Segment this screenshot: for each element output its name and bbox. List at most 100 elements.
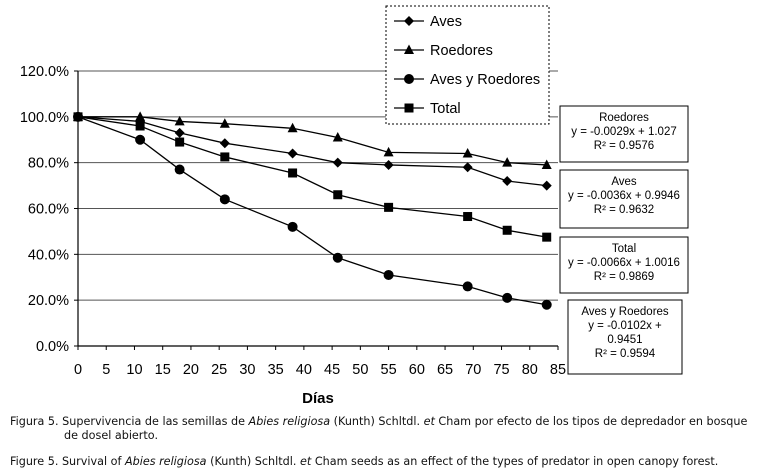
- x-tick-label: 35: [268, 362, 284, 378]
- data-point-aves: [219, 138, 230, 149]
- caption-spanish: Figura 5. Supervivencia de las semillas …: [10, 415, 770, 443]
- regression-text: y = -0.0066x + 1.0016: [568, 257, 680, 269]
- data-point-total: [502, 225, 512, 235]
- caption-en-mid: (Kunth) Schltdl.: [206, 455, 300, 468]
- x-tick-label: 20: [183, 362, 199, 378]
- regression-box: [559, 236, 689, 294]
- data-point-roedores: [462, 148, 473, 158]
- legend-marker-total: [404, 103, 414, 113]
- caption-es-suffix: Cham por efecto de los tipos de depredad…: [434, 415, 748, 428]
- legend-entry-roedores: Roedores: [430, 43, 493, 59]
- data-point-aves: [462, 162, 473, 173]
- data-point-total: [73, 112, 83, 122]
- x-tick-label: 0: [74, 362, 82, 378]
- data-point-total: [175, 137, 185, 147]
- caption-en-et: et: [299, 455, 312, 468]
- caption-en-species: Abies religiosa: [124, 455, 207, 468]
- data-point-aves-y-roedores: [219, 194, 230, 205]
- data-point-total: [463, 212, 473, 222]
- regression-box: [559, 105, 689, 163]
- caption-en-prefix: Figure 5. Survival of: [10, 455, 125, 468]
- data-point-roedores: [287, 122, 298, 133]
- regression-box: [559, 169, 689, 229]
- caption-es-et: et: [423, 415, 435, 428]
- legend-entry-aves: Aves: [430, 14, 462, 30]
- x-tick-label: 85: [550, 362, 566, 378]
- legend-entry-total: Total: [430, 101, 461, 117]
- data-point-aves-y-roedores: [135, 134, 146, 145]
- data-point-roedores: [541, 159, 552, 169]
- series-line-aves: [77, 116, 547, 187]
- regression-text: R² = 0.9869: [594, 271, 654, 283]
- y-tick-label: 120.0%: [20, 64, 69, 80]
- data-point-aves: [174, 127, 185, 138]
- data-point-roedores: [383, 146, 394, 157]
- survival-chart: 0.0% 20.0% 40.0% 60.0% 80.0% 100.0% 120.0% 0 5 10…: [20, 5, 689, 407]
- data-point-aves-y-roedores: [383, 269, 394, 280]
- regression-text: y = -0.0029x + 1.027: [571, 126, 677, 138]
- regression-text: Aves: [611, 176, 637, 188]
- x-tick-label: 50: [352, 362, 368, 378]
- regression-text: R² = 0.9594: [595, 348, 656, 360]
- data-point-aves-y-roedores: [502, 292, 513, 303]
- data-point-total: [220, 152, 230, 162]
- legend-marker-roedores: [404, 44, 414, 54]
- y-tick-label: 0.0%: [36, 339, 69, 355]
- regression-text: y = -0.0036x + 0.9946: [568, 190, 680, 202]
- x-axis-label: Días: [302, 390, 334, 407]
- x-tick-label: 15: [155, 362, 171, 378]
- caption-en-suffix: Cham seeds as an effect of the types of …: [311, 455, 719, 468]
- series-line-total: [77, 116, 547, 238]
- data-point-roedores: [502, 157, 513, 167]
- series-line-roedores: [78, 116, 547, 166]
- data-point-aves-y-roedores: [174, 164, 185, 175]
- caption-es-mid: (Kunth) Schltdl.: [330, 415, 424, 428]
- caption-es-line2: de dosel abierto.: [64, 429, 159, 442]
- x-tick-label: 10: [126, 362, 142, 378]
- regression-box: [567, 299, 683, 375]
- y-tick-label: 80.0%: [28, 156, 69, 172]
- legend-entry-aves-y-roedores: Aves y Roedores: [430, 72, 540, 88]
- data-point-total: [542, 232, 552, 242]
- x-tick-label: 55: [381, 362, 397, 378]
- x-tick-label: 40: [296, 362, 312, 378]
- data-point-aves: [383, 159, 394, 170]
- x-tick-label: 75: [493, 362, 509, 378]
- data-point-aves-y-roedores: [541, 299, 552, 310]
- x-tick-label: 70: [465, 362, 481, 378]
- data-point-aves: [332, 157, 343, 168]
- data-point-aves-y-roedores: [287, 221, 298, 232]
- x-tick-label: 30: [239, 362, 255, 378]
- legend-marker-aves-y-roedores: [404, 74, 414, 84]
- x-tick-label: 45: [324, 362, 340, 378]
- data-point-roedores: [174, 115, 185, 126]
- regression-text: 0.9451: [607, 334, 642, 346]
- data-point-aves: [502, 176, 513, 186]
- data-point-total: [333, 190, 343, 200]
- series-line-aves-y-roedores: [77, 116, 547, 306]
- caption-es-prefix: Figura 5. Supervivencia de las semillas …: [10, 415, 249, 428]
- x-tick-label: 25: [211, 362, 227, 378]
- data-point-total: [384, 202, 394, 212]
- x-tick-label: 5: [102, 362, 110, 378]
- y-tick-label: 100.0%: [20, 110, 69, 126]
- regression-text: y = -0.0102x +: [588, 320, 662, 332]
- regression-text: Roedores: [599, 112, 649, 124]
- regression-text: Total: [612, 243, 636, 255]
- data-point-aves: [287, 148, 298, 159]
- regression-text: R² = 0.9576: [594, 140, 654, 152]
- data-point-roedores: [219, 118, 230, 128]
- data-point-roedores: [332, 131, 343, 142]
- x-tick-label: 60: [409, 362, 425, 378]
- caption-english: Figure 5. Survival of Abies religiosa (K…: [10, 455, 770, 469]
- legend-marker-aves: [404, 16, 414, 26]
- data-point-aves: [541, 180, 552, 191]
- caption-es-species: Abies religiosa: [248, 415, 331, 428]
- data-point-aves-y-roedores: [462, 281, 473, 292]
- regression-text: Aves y Roedores: [581, 306, 669, 318]
- data-point-aves-y-roedores: [332, 252, 343, 263]
- y-tick-label: 20.0%: [28, 293, 69, 309]
- data-point-total: [288, 168, 298, 178]
- data-point-roedores: [135, 111, 146, 121]
- y-tick-label: 60.0%: [28, 202, 69, 218]
